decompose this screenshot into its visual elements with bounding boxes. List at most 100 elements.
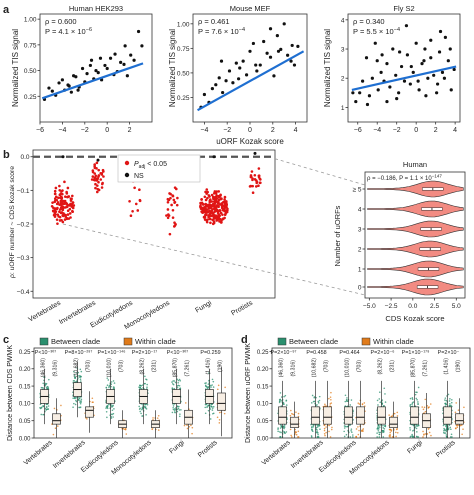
box-panel-d: 0.00 0.05 0.10 0.15 0.20 0.25 Between clade Wit… bbox=[257, 337, 471, 476]
data-point bbox=[221, 90, 225, 95]
data-point bbox=[367, 94, 372, 98]
rho-label: ρ = 0.340 bbox=[353, 17, 385, 26]
jitter-point bbox=[211, 407, 214, 409]
jitter-point bbox=[363, 402, 366, 404]
jitter-point bbox=[355, 428, 358, 430]
jitter-point bbox=[297, 436, 299, 438]
jitter-point bbox=[172, 380, 174, 382]
jitter-point bbox=[172, 382, 174, 385]
significant-point bbox=[169, 196, 172, 200]
jitter-point bbox=[172, 405, 175, 407]
group-label: Fungi bbox=[168, 439, 186, 456]
y-tick-label: 0.15 bbox=[257, 384, 269, 390]
jitter-point bbox=[138, 386, 140, 388]
p-value-label: P=0.259 bbox=[200, 350, 220, 356]
data-point bbox=[219, 59, 224, 63]
significant-point bbox=[257, 167, 261, 170]
jitter-point bbox=[350, 428, 353, 430]
data-point bbox=[275, 34, 279, 38]
jitter-point bbox=[45, 408, 48, 411]
significant-point bbox=[211, 222, 215, 226]
y-tick-label: 0.00 bbox=[19, 436, 31, 442]
jitter-point bbox=[426, 405, 429, 407]
jitter-point bbox=[179, 379, 182, 382]
jitter-point bbox=[345, 433, 348, 436]
count-between: (8,262) bbox=[378, 358, 384, 375]
jitter-point bbox=[290, 434, 292, 437]
significant-point bbox=[94, 186, 97, 190]
jitter-point bbox=[145, 378, 147, 380]
p-value-label: P=8×10⁻²⁹⁷ bbox=[65, 350, 93, 356]
jitter-point bbox=[417, 424, 420, 426]
group-label: Invertebrates bbox=[52, 439, 87, 470]
jitter-point bbox=[290, 409, 292, 412]
jitter-point bbox=[152, 418, 154, 421]
jitter-point bbox=[207, 383, 210, 385]
jitter-point bbox=[151, 428, 154, 431]
jitter-point bbox=[317, 402, 320, 404]
data-point bbox=[231, 81, 235, 85]
plot-frame bbox=[33, 347, 233, 439]
significant-point bbox=[55, 218, 59, 221]
jitter-point bbox=[178, 384, 181, 387]
jitter-point bbox=[45, 386, 48, 389]
significant-point bbox=[60, 190, 63, 193]
jitter-point bbox=[358, 429, 360, 432]
data-point bbox=[262, 39, 266, 44]
significant-point bbox=[65, 205, 69, 209]
jitter-point bbox=[415, 397, 418, 400]
jitter-point bbox=[283, 430, 286, 433]
count-between: (85,870) bbox=[173, 358, 179, 378]
significant-point bbox=[53, 192, 57, 196]
jitter-point bbox=[411, 402, 414, 404]
significant-point bbox=[200, 207, 204, 211]
legend-label-within: Within clade bbox=[373, 337, 414, 346]
jitter-point bbox=[176, 410, 179, 413]
data-point bbox=[105, 66, 109, 71]
significant-point bbox=[91, 170, 95, 174]
jitter-point bbox=[443, 431, 445, 434]
jitter-point bbox=[176, 405, 179, 408]
significant-point bbox=[208, 199, 212, 203]
significant-point bbox=[58, 210, 61, 214]
significant-point bbox=[66, 209, 70, 213]
x-tick-label: 4 bbox=[453, 127, 457, 134]
data-point bbox=[417, 88, 421, 92]
significant-point bbox=[175, 203, 179, 207]
jitter-point bbox=[173, 380, 176, 382]
jitter-point bbox=[456, 426, 459, 429]
significant-point bbox=[131, 210, 134, 213]
jitter-point bbox=[209, 418, 212, 420]
data-point bbox=[94, 68, 98, 73]
box bbox=[377, 406, 386, 425]
y-tick-label: 0.50 bbox=[177, 70, 190, 77]
jitter-point bbox=[312, 425, 315, 428]
y-tick-label: −0.3 bbox=[17, 255, 30, 262]
jitter-point bbox=[176, 378, 179, 381]
jitter-point bbox=[343, 425, 346, 427]
significant-point bbox=[166, 216, 170, 220]
jitter-point bbox=[291, 412, 293, 415]
data-point bbox=[411, 70, 415, 74]
jitter-point bbox=[295, 433, 298, 436]
significant-point bbox=[221, 208, 225, 212]
jitter-point bbox=[311, 426, 313, 428]
group-label: Vertebrates bbox=[261, 439, 293, 467]
jitter-point bbox=[382, 427, 385, 429]
significant-point bbox=[219, 211, 223, 215]
jitter-point bbox=[449, 403, 451, 405]
jitter-point bbox=[295, 411, 297, 413]
y-tick-label: 0 bbox=[358, 285, 362, 292]
jitter-point bbox=[283, 426, 286, 428]
jitter-point bbox=[409, 429, 411, 431]
significant-point bbox=[203, 208, 206, 211]
jitter-point bbox=[179, 387, 181, 390]
significant-point bbox=[70, 197, 73, 201]
jitter-point bbox=[383, 427, 386, 430]
data-point bbox=[448, 47, 452, 51]
legend-swatch-between bbox=[39, 337, 49, 346]
y-tick-label: 2 bbox=[358, 247, 362, 254]
jitter-point bbox=[141, 384, 144, 386]
data-point bbox=[241, 59, 245, 63]
jitter-point bbox=[204, 403, 207, 406]
